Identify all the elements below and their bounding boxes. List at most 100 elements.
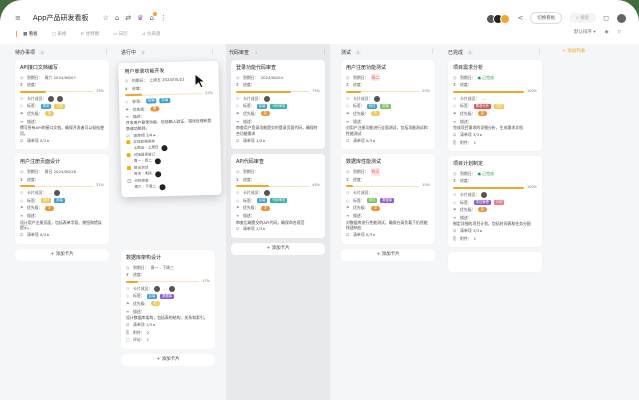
task-card[interactable]: 用户注册页面设计 ◷ 到期日： 周日 2024/06/28 ⧗ 进度： 21% ⚇ 卡片成员： —… bbox=[15, 154, 109, 244]
priority-badge[interactable]: 低 bbox=[150, 301, 160, 307]
task-card[interactable]: 数据库架构设计 ◷ 到期日： 周一 - 下周三 ⧗ 进度： 17% ⚇ 卡片成员： — ◇ 标签： 后端… bbox=[121, 250, 215, 349]
tag-badge[interactable]: 项目管理 bbox=[473, 199, 491, 205]
tag-badge[interactable]: 后端 bbox=[256, 198, 268, 204]
checklist-toggle[interactable]: 清单项 0/3 ▸ bbox=[27, 232, 50, 238]
task-card[interactable]: 项目计划制定 ◷ 到期日： ● 已完成 ⧗ 进度： 100% ⚇ 卡片成员： ◇ 标签： 项目管理 计划… bbox=[448, 156, 542, 248]
search-input[interactable]: ⌕ 搜索 bbox=[569, 13, 597, 23]
task-card[interactable]: API接口文档编写 ◷ 到期日： 周六 2024/06/07 ⧗ 进度： 35% ⚇ 卡片成员：… bbox=[15, 60, 109, 150]
add-card-button[interactable]: + 添加卡片 bbox=[15, 248, 109, 261]
checklist-toggle[interactable]: 清单项 1/3 ▸ bbox=[243, 226, 266, 232]
due-date[interactable]: 2024/06/04 bbox=[260, 74, 283, 80]
checklist-toggle[interactable]: 清单项 1/3 ▸ bbox=[133, 321, 156, 327]
tag-badge[interactable]: 数据库 bbox=[160, 293, 175, 299]
due-date[interactable]: ● 已完成 bbox=[477, 170, 494, 176]
sort-dropdown[interactable]: 默认排序 ▾ bbox=[573, 30, 596, 35]
checklist-toggle[interactable]: 清单项 0/3 ▸ bbox=[353, 137, 376, 143]
due-date[interactable]: 昨天 bbox=[370, 167, 381, 176]
priority-badge[interactable]: 高 bbox=[477, 111, 487, 117]
checkbox[interactable] bbox=[126, 153, 131, 158]
task-card[interactable]: API代码审查 ◷ 到期日： ⧗ 进度： 45% ⚇ 卡片成员： ◇ 标签： 后端 代码审查 ⚑ 优先级：… bbox=[231, 154, 325, 238]
assignee-avatar[interactable] bbox=[154, 158, 161, 165]
tag-badge[interactable]: 数据库 bbox=[380, 198, 395, 204]
checkbox[interactable] bbox=[127, 179, 132, 184]
share-icon[interactable]: < bbox=[517, 14, 524, 22]
task-card[interactable]: 用户注册功能测试 ◷ 到期日： 周二 ⧗ 进度： 20% ⚇ 卡片成员： ◇ 标签： 测试 前端 ⚑ 优先级… bbox=[341, 60, 435, 150]
checklist-toggle[interactable]: 清单项 1/3 ▸ bbox=[243, 137, 266, 143]
more-icon[interactable]: ⋮ bbox=[159, 14, 167, 22]
tab-table[interactable]: ▢ 表格 bbox=[51, 32, 67, 37]
tag-badge[interactable]: 前端 bbox=[256, 103, 268, 109]
tag-badge[interactable]: 后端 bbox=[146, 293, 158, 299]
due-date[interactable]: 周六 2024/06/07 bbox=[44, 74, 77, 80]
due-date[interactable]: 周一 - 下周三 bbox=[150, 264, 174, 270]
robot-icon[interactable]: ⌂ bbox=[149, 12, 157, 22]
member-avatar[interactable] bbox=[154, 285, 161, 292]
due-date[interactable]: 周日 2024/06/28 bbox=[44, 168, 77, 174]
member-avatar[interactable] bbox=[57, 95, 64, 102]
bell-icon[interactable]: ◻ bbox=[603, 14, 609, 22]
column-menu-icon[interactable]: ⋮ bbox=[430, 49, 435, 55]
task-card[interactable]: 项目需求分析 ◷ 到期日： ● 已完成 ⧗ 进度： 100% ⚇ 卡片成员： — ◇ 标签： 需求分析文… bbox=[448, 60, 542, 152]
tag-badge[interactable]: 规范 bbox=[40, 103, 52, 109]
tag-badge[interactable]: 代码审查 bbox=[270, 103, 288, 109]
task-card[interactable]: 数据库性能测试 ◷ 到期日： 昨天 ⧗ 进度： 10% ⚇ 卡片成员： — ◇ 标签： 测试 数据库 ⚑ 优先… bbox=[341, 154, 435, 244]
member-avatar[interactable] bbox=[169, 285, 176, 292]
priority-badge[interactable]: 中 bbox=[370, 205, 380, 211]
priority-badge[interactable]: 高 bbox=[477, 207, 487, 213]
collaborator-avatars[interactable] bbox=[486, 9, 511, 28]
priority-badge[interactable]: 高 bbox=[149, 106, 160, 112]
member-avatar[interactable] bbox=[374, 95, 381, 102]
tag-badge[interactable]: 前端 bbox=[145, 98, 157, 105]
user-avatar[interactable] bbox=[616, 12, 627, 24]
priority-badge[interactable]: 中 bbox=[260, 205, 270, 211]
lock-icon[interactable]: ⌂ bbox=[114, 14, 120, 22]
priority-badge[interactable]: 高 bbox=[260, 111, 270, 117]
task-card[interactable]: 登录功能代码审查 ◷ 到期日： 2024/06/04 ⧗ 进度： 75% ⚇ 卡片成员： ◇ 标签：… bbox=[231, 60, 325, 150]
tag-badge[interactable]: 计划 bbox=[493, 199, 505, 205]
due-date[interactable]: 上周五 2024/05/22 bbox=[149, 77, 185, 83]
tag-badge[interactable]: 测试 bbox=[366, 103, 378, 109]
column-menu-icon[interactable]: ⋮ bbox=[322, 49, 327, 55]
priority-badge[interactable]: 中 bbox=[44, 205, 54, 211]
column-menu-icon[interactable]: ⋮ bbox=[210, 49, 215, 55]
tag-badge[interactable]: 需求分析 bbox=[473, 103, 491, 109]
add-card-button[interactable]: + 添加卡片 bbox=[231, 242, 325, 255]
member-avatar[interactable] bbox=[481, 191, 488, 198]
assignee-avatar[interactable] bbox=[158, 184, 166, 191]
task-card[interactable] bbox=[448, 252, 542, 273]
column-menu-icon[interactable]: ⋮ bbox=[537, 49, 542, 55]
tab-board[interactable]: ▦ 看板 bbox=[16, 31, 38, 37]
tag-badge[interactable]: 文档 bbox=[493, 103, 505, 109]
due-date[interactable]: 周二 bbox=[370, 73, 381, 82]
eye-icon[interactable]: ◉ bbox=[604, 29, 609, 35]
add-list-button[interactable]: + 添加列表 bbox=[562, 49, 586, 54]
tag-badge[interactable]: 前端 bbox=[54, 198, 65, 204]
filter-icon[interactable]: ▽ bbox=[617, 29, 621, 35]
priority-badge[interactable]: 低 bbox=[44, 111, 54, 117]
tag-badge[interactable]: 设计 bbox=[40, 198, 52, 204]
tab-gantt[interactable]: ≡ 甘特图 bbox=[80, 32, 100, 37]
column-menu-icon[interactable]: ⋮ bbox=[104, 49, 109, 55]
tag-badge[interactable]: 测试 bbox=[366, 198, 378, 204]
star-icon[interactable]: ☆ bbox=[102, 14, 109, 22]
checkbox[interactable] bbox=[126, 166, 132, 171]
tab-dashboard[interactable]: ⊿ 仪表盘 bbox=[141, 32, 161, 37]
member-avatar[interactable] bbox=[264, 189, 271, 196]
checklist-toggle[interactable]: 清单项 0/3 ▸ bbox=[27, 137, 50, 143]
checklist-toggle[interactable]: 清单项 3/3 ▸ bbox=[460, 131, 483, 137]
swap-icon[interactable]: ⇄ bbox=[125, 14, 132, 22]
member-avatar[interactable] bbox=[264, 95, 271, 102]
member-avatar[interactable] bbox=[54, 189, 61, 196]
tag-badge[interactable]: 文档 bbox=[54, 103, 65, 109]
tag-badge[interactable]: 前端 bbox=[380, 103, 391, 109]
tag-badge[interactable]: 代码审查 bbox=[270, 198, 288, 204]
trophy-icon[interactable]: ♛ bbox=[137, 14, 144, 22]
member-avatar[interactable] bbox=[48, 95, 55, 102]
checkbox[interactable] bbox=[126, 140, 131, 145]
assignee-avatar[interactable] bbox=[161, 145, 168, 152]
assignee-avatar[interactable] bbox=[155, 171, 162, 178]
priority-badge[interactable]: 低 bbox=[370, 111, 380, 117]
add-card-button[interactable]: + 添加卡片 bbox=[121, 353, 215, 366]
menu-icon[interactable]: ≡ bbox=[15, 14, 21, 22]
tab-calendar[interactable]: ▭ 日历 bbox=[113, 32, 128, 37]
